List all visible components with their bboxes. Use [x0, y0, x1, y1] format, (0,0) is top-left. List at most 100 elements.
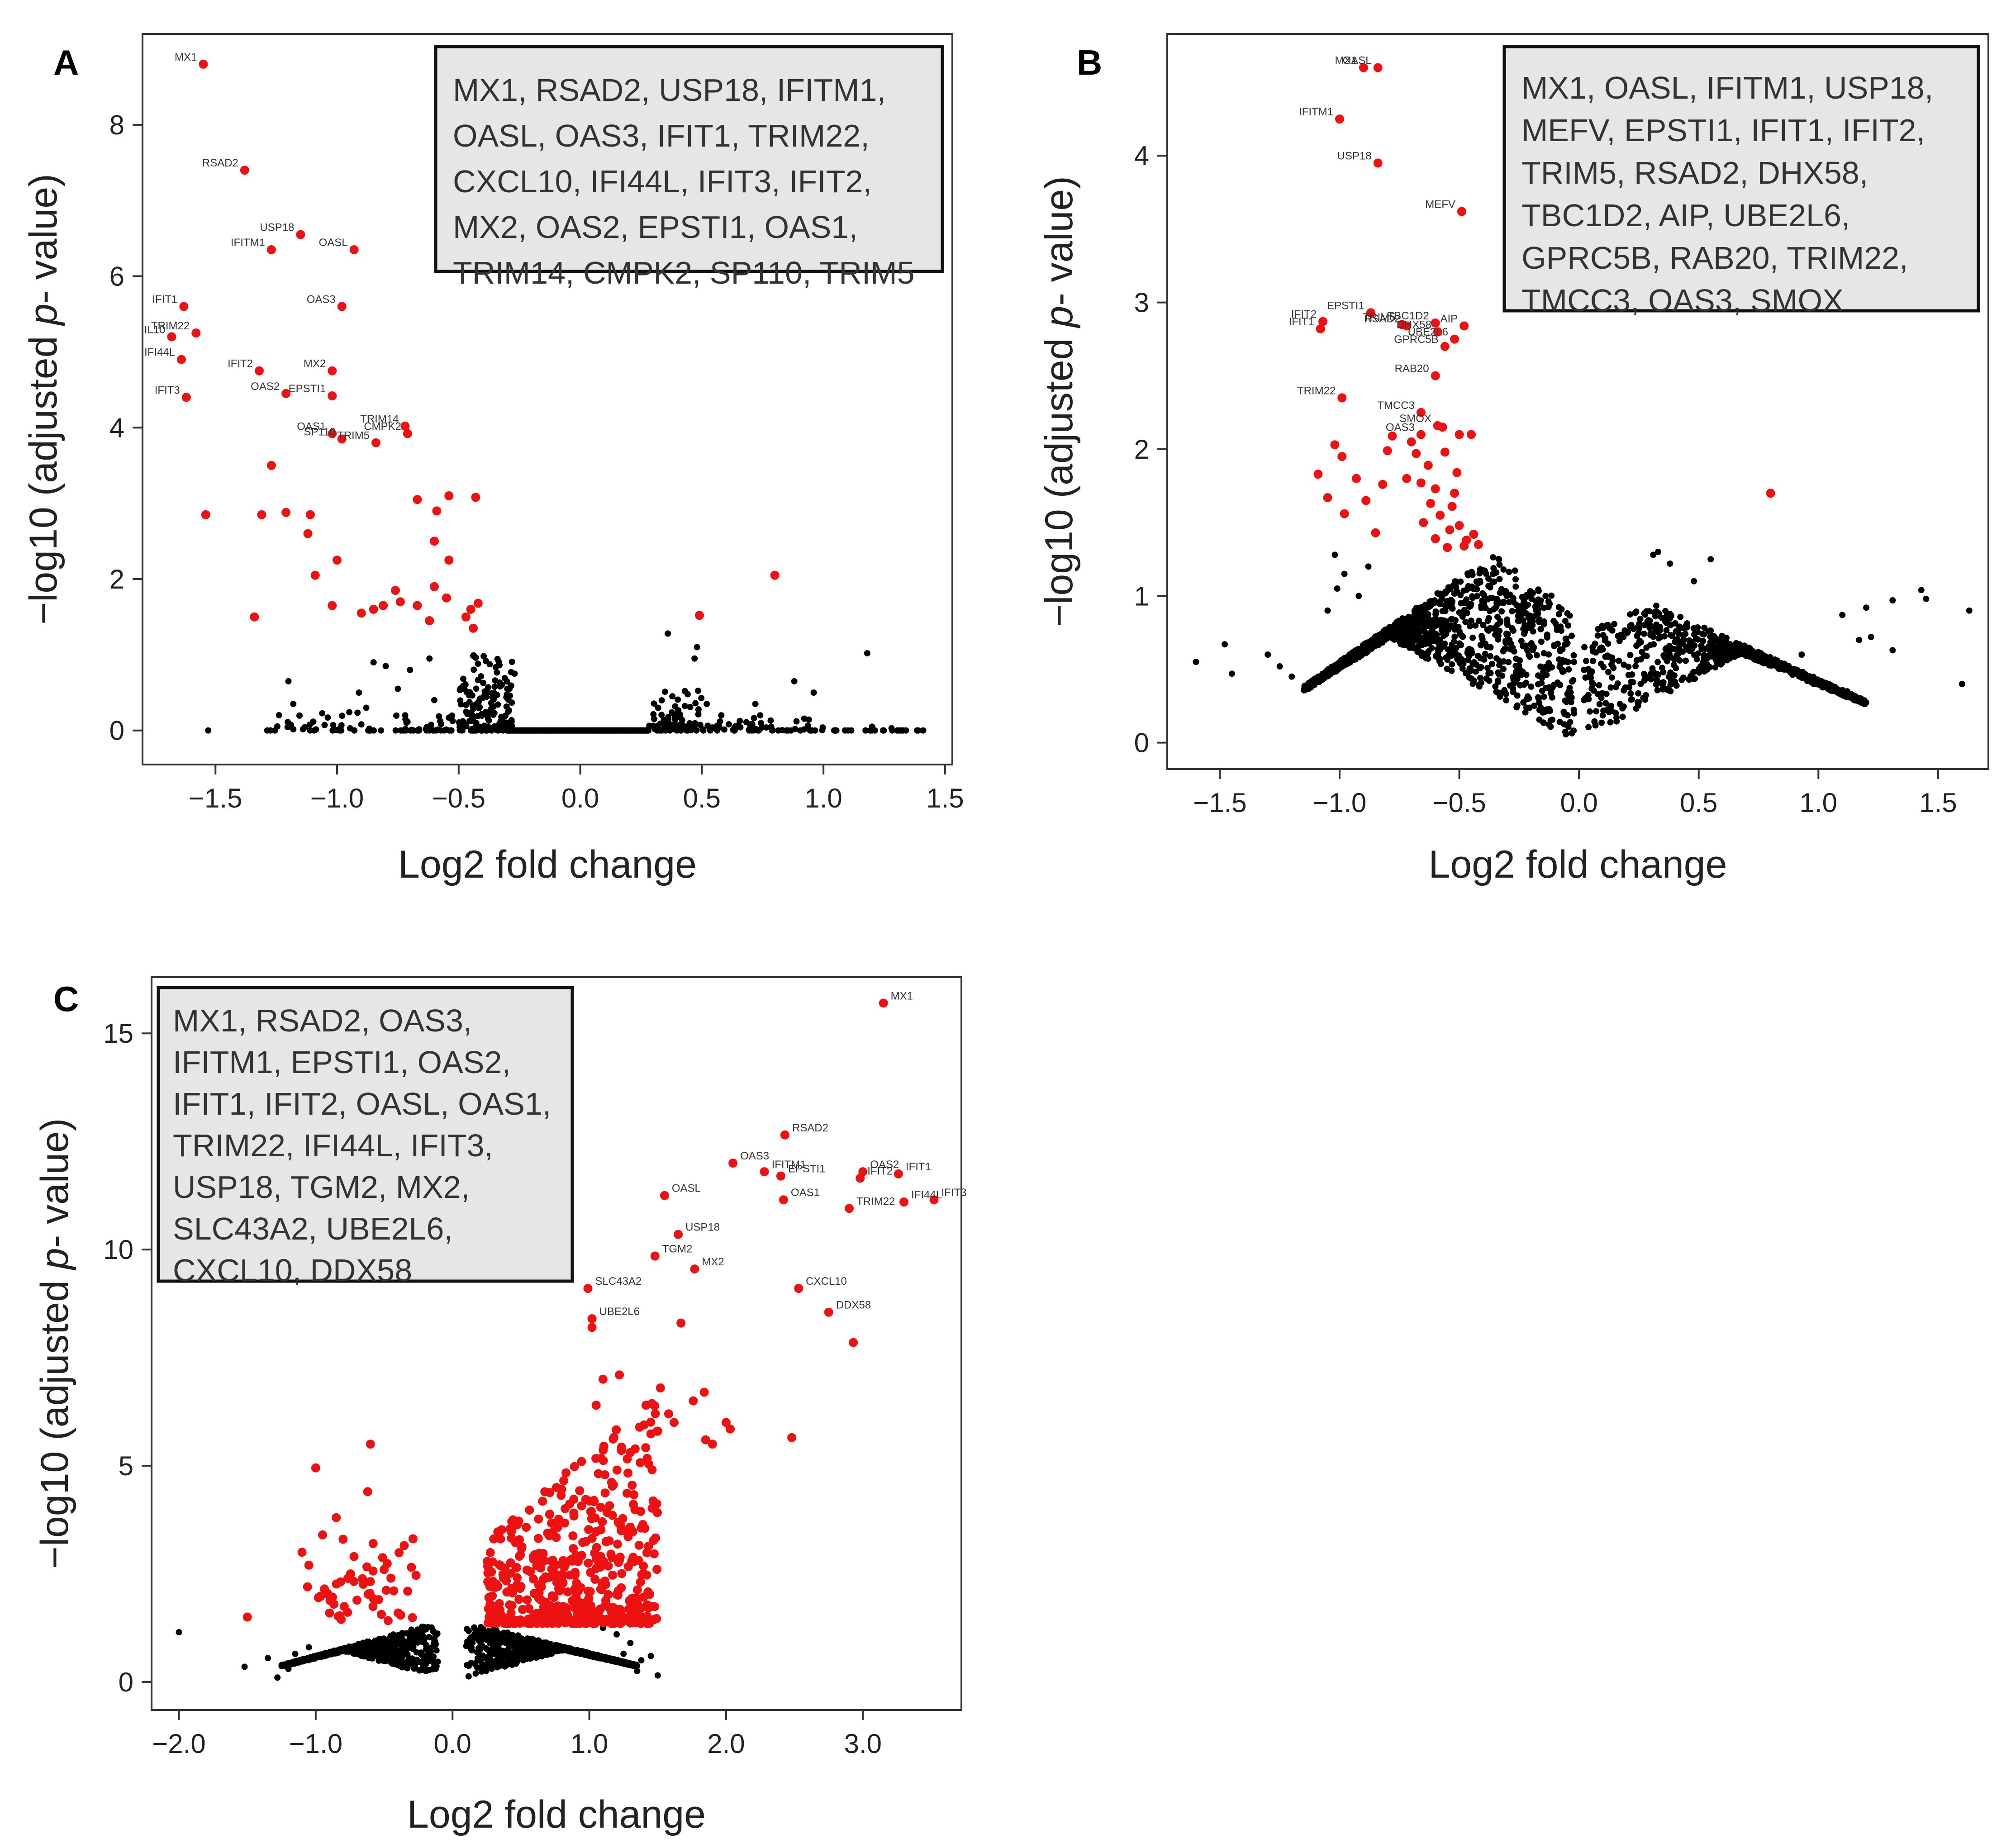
- gene-label-tmcc3: TMCC3: [1377, 399, 1415, 412]
- nonsignificant-point: [1593, 708, 1600, 715]
- nonsignificant-point: [1571, 710, 1578, 717]
- x-tick-label: 0.5: [683, 783, 721, 813]
- nonsignificant-point: [1528, 640, 1535, 646]
- nonsignificant-point: [810, 689, 817, 696]
- significant-point: [1467, 430, 1476, 439]
- nonsignificant-point: [407, 666, 414, 673]
- nonsignificant-point: [1639, 649, 1645, 656]
- nonsignificant-point: [1436, 621, 1442, 628]
- significant-point: [787, 1433, 797, 1442]
- nonsignificant-point: [300, 726, 306, 732]
- gene-label-ifitm1: IFITM1: [231, 237, 265, 249]
- nonsignificant-point: [1562, 618, 1569, 624]
- nonsignificant-point: [1487, 644, 1494, 651]
- gene-point-rab20: [1431, 371, 1440, 380]
- gene-label-epsti1: EPSTI1: [289, 383, 326, 395]
- nonsignificant-point: [1826, 686, 1832, 693]
- nonsignificant-point: [480, 653, 487, 660]
- significant-point: [389, 1586, 399, 1596]
- nonsignificant-point: [1518, 638, 1525, 644]
- nonsignificant-point: [654, 1672, 661, 1679]
- gene-label-oasl: OASL: [672, 1183, 701, 1195]
- nonsignificant-point: [1633, 705, 1640, 712]
- significant-point: [328, 601, 337, 610]
- gene-point-ifit3: [181, 393, 191, 402]
- significant-point: [577, 1501, 586, 1511]
- nonsignificant-point: [1544, 634, 1550, 641]
- nonsignificant-point: [1659, 665, 1665, 671]
- nonsignificant-point: [1276, 663, 1283, 670]
- nonsignificant-point: [1565, 666, 1572, 673]
- nonsignificant-point: [456, 687, 463, 694]
- nonsignificant-point: [669, 693, 676, 700]
- nonsignificant-point: [1627, 611, 1634, 618]
- gene-point-sp110: [337, 434, 347, 444]
- gene-point-ifit1: [1316, 324, 1325, 333]
- nonsignificant-point: [1402, 631, 1409, 637]
- nonsignificant-point: [1497, 693, 1503, 700]
- nonsignificant-point: [395, 685, 401, 692]
- significant-point: [721, 1418, 731, 1427]
- nonsignificant-point: [431, 697, 437, 703]
- x-tick-label: 1.5: [926, 783, 964, 813]
- gene-point-usp18: [296, 230, 305, 239]
- nonsignificant-point: [506, 1648, 513, 1655]
- significant-point: [634, 1540, 644, 1550]
- significant-point: [608, 1570, 618, 1580]
- nonsignificant-point: [1545, 665, 1552, 672]
- nonsignificant-point: [609, 727, 615, 734]
- nonsignificant-point: [1678, 639, 1685, 646]
- nonsignificant-point: [1655, 671, 1661, 678]
- nonsignificant-point: [1451, 590, 1458, 597]
- nonsignificant-point: [402, 726, 409, 732]
- significant-point: [511, 1538, 520, 1547]
- nonsignificant-point: [1889, 647, 1896, 654]
- nonsignificant-point: [1671, 656, 1678, 663]
- significant-point: [561, 1468, 571, 1477]
- nonsignificant-point: [791, 678, 798, 684]
- nonsignificant-point: [1448, 667, 1455, 674]
- nonsignificant-point: [1691, 642, 1697, 649]
- nonsignificant-point: [675, 696, 681, 703]
- significant-point: [598, 1374, 608, 1384]
- nonsignificant-point: [1431, 600, 1438, 607]
- nonsignificant-point: [1228, 670, 1235, 677]
- nonsignificant-point: [577, 1648, 584, 1655]
- nonsignificant-point: [1673, 682, 1680, 689]
- significant-point: [525, 1506, 534, 1515]
- nonsignificant-point: [1493, 569, 1500, 576]
- gene-point-gprc5b: [1440, 342, 1450, 351]
- nonsignificant-point: [1451, 633, 1458, 640]
- significant-point: [357, 608, 366, 618]
- significant-point: [383, 1616, 393, 1625]
- significant-point: [587, 1618, 597, 1628]
- significant-point: [651, 1409, 660, 1418]
- nonsignificant-point: [1563, 641, 1570, 648]
- significant-point: [394, 1608, 403, 1618]
- significant-point: [1371, 528, 1380, 537]
- significant-point: [359, 1580, 368, 1589]
- nonsignificant-point: [352, 1645, 359, 1652]
- significant-point: [584, 1611, 594, 1620]
- nonsignificant-point: [1498, 608, 1505, 615]
- nonsignificant-point: [1731, 653, 1738, 660]
- nonsignificant-point: [655, 704, 661, 711]
- nonsignificant-point: [426, 655, 433, 662]
- nonsignificant-point: [1453, 584, 1460, 591]
- significant-point: [676, 1318, 686, 1328]
- nonsignificant-point: [1334, 585, 1341, 592]
- significant-point: [559, 1476, 569, 1485]
- gene-list-line: TMCC3, OAS3, SMOX: [1521, 283, 1844, 318]
- nonsignificant-point: [869, 723, 875, 730]
- significant-point: [553, 1523, 562, 1532]
- significant-point: [606, 1549, 616, 1559]
- nonsignificant-point: [558, 1646, 565, 1653]
- nonsignificant-point: [1366, 640, 1373, 647]
- nonsignificant-point: [1667, 681, 1674, 688]
- nonsignificant-point: [342, 1645, 348, 1652]
- nonsignificant-point: [1669, 633, 1676, 640]
- nonsignificant-point: [1533, 652, 1540, 659]
- nonsignificant-point: [367, 1651, 373, 1658]
- gene-point-trim22: [845, 1204, 854, 1213]
- nonsignificant-point: [1356, 652, 1363, 659]
